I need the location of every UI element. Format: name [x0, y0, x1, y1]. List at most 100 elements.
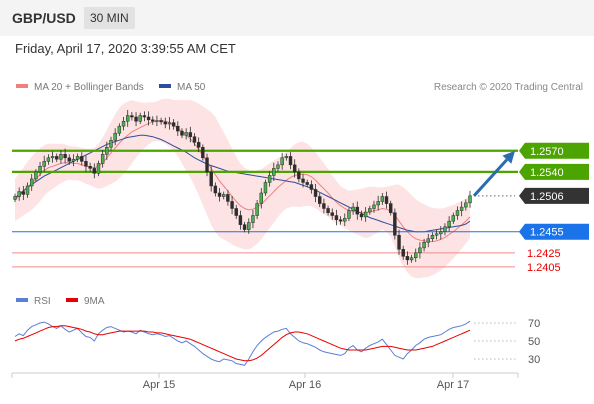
candle — [409, 254, 414, 263]
candle — [171, 119, 176, 130]
candle — [401, 245, 405, 260]
candle — [468, 190, 472, 208]
bollinger-band — [15, 98, 470, 279]
candle — [418, 242, 422, 259]
candle — [422, 238, 426, 252]
chart-datetime: Friday, April 17, 2020 3:39:55 AM CET — [15, 41, 236, 56]
level-tag-1.2540: 1.2540 — [519, 163, 589, 180]
legend-swatch-9ma — [66, 298, 78, 302]
level-label-1.2405: 1.2405 — [527, 262, 561, 274]
candle — [368, 205, 372, 215]
candle — [134, 112, 138, 127]
rsi-tick-label: 30 — [528, 354, 540, 366]
candle — [121, 117, 126, 131]
candle — [155, 115, 159, 127]
candle — [326, 205, 330, 216]
candle — [242, 221, 247, 233]
rsi-tick-label: 50 — [528, 336, 540, 348]
candle — [359, 210, 364, 221]
candle — [376, 195, 380, 211]
candle — [213, 182, 218, 197]
candle — [29, 174, 34, 191]
candle — [117, 123, 122, 136]
candle — [318, 193, 322, 208]
candle — [259, 188, 263, 209]
candle — [46, 154, 51, 165]
candle — [125, 109, 130, 127]
candle — [159, 117, 163, 125]
candle — [84, 155, 88, 172]
candle — [388, 200, 393, 216]
candle — [464, 199, 468, 211]
level-tag-1.2570: 1.2570 — [519, 142, 589, 159]
candle — [380, 193, 385, 205]
level-label-1.2425: 1.2425 — [527, 248, 561, 260]
time-axis: Apr 15 Apr 16 Apr 17 — [11, 372, 519, 391]
candle — [351, 202, 355, 215]
candle — [434, 229, 439, 240]
candle — [443, 223, 447, 236]
arrow-head — [502, 150, 515, 164]
candle — [109, 136, 113, 151]
candle — [163, 117, 167, 129]
timeframe-badge[interactable]: 30 MIN — [84, 7, 135, 29]
candle — [414, 248, 418, 262]
candle — [426, 233, 430, 248]
arrow-shaft — [472, 158, 509, 197]
candle — [251, 209, 255, 229]
price-levels — [12, 149, 520, 268]
candle — [63, 148, 67, 164]
candle — [263, 179, 268, 196]
level-tag-1.2506: 1.2506 — [519, 187, 589, 204]
candle — [105, 141, 109, 160]
candle — [234, 204, 238, 220]
candle — [17, 187, 21, 201]
candlesticks — [13, 109, 472, 265]
candle — [184, 128, 188, 140]
candle — [301, 174, 305, 188]
candle — [343, 213, 347, 227]
candle — [13, 193, 17, 203]
legend-swatch-ma50 — [159, 84, 171, 88]
candle — [230, 195, 234, 215]
candle — [451, 212, 456, 224]
rsi-panel: RSI 9MA 70 50 30 — [14, 296, 540, 366]
candle — [59, 150, 63, 164]
candle — [196, 137, 201, 153]
rsi-line — [14, 320, 471, 366]
candle — [100, 150, 105, 168]
candle — [334, 209, 339, 226]
candle — [238, 210, 243, 230]
candle — [96, 160, 101, 177]
level-tag-1.2455: 1.2455 — [519, 223, 589, 240]
time-tick-label: Apr 17 — [437, 379, 469, 391]
indicator-legend: MA 20 + Bollinger Bands MA 50 Research ©… — [16, 82, 583, 93]
candle — [217, 188, 222, 202]
candle — [338, 216, 343, 225]
rsi-ma-line — [14, 325, 471, 362]
candle — [272, 162, 276, 182]
candle — [130, 112, 134, 121]
candle — [88, 162, 92, 172]
candle — [222, 191, 226, 200]
candle — [393, 208, 397, 240]
candle — [151, 116, 155, 125]
candle — [384, 191, 389, 209]
symbol-title: GBP/USD — [12, 10, 76, 26]
candle — [322, 198, 326, 214]
candle — [288, 152, 293, 170]
candle — [192, 133, 197, 146]
candle — [50, 151, 55, 163]
candle — [267, 171, 272, 187]
candle — [209, 166, 213, 192]
candle — [80, 152, 84, 166]
candle — [21, 185, 26, 201]
level-labels: 1.2570 1.2540 1.2506 1.2455 1.2425 1.2405 — [519, 142, 589, 274]
legend-label-ma20: MA 20 + Bollinger Bands — [34, 82, 144, 93]
legend-label-ma50: MA 50 — [177, 82, 206, 93]
candle — [247, 218, 251, 234]
candle — [205, 153, 209, 177]
candle — [167, 117, 172, 130]
rsi-tick-label: 70 — [528, 318, 540, 330]
copyright-text: Research © 2020 Trading Central — [434, 82, 583, 93]
